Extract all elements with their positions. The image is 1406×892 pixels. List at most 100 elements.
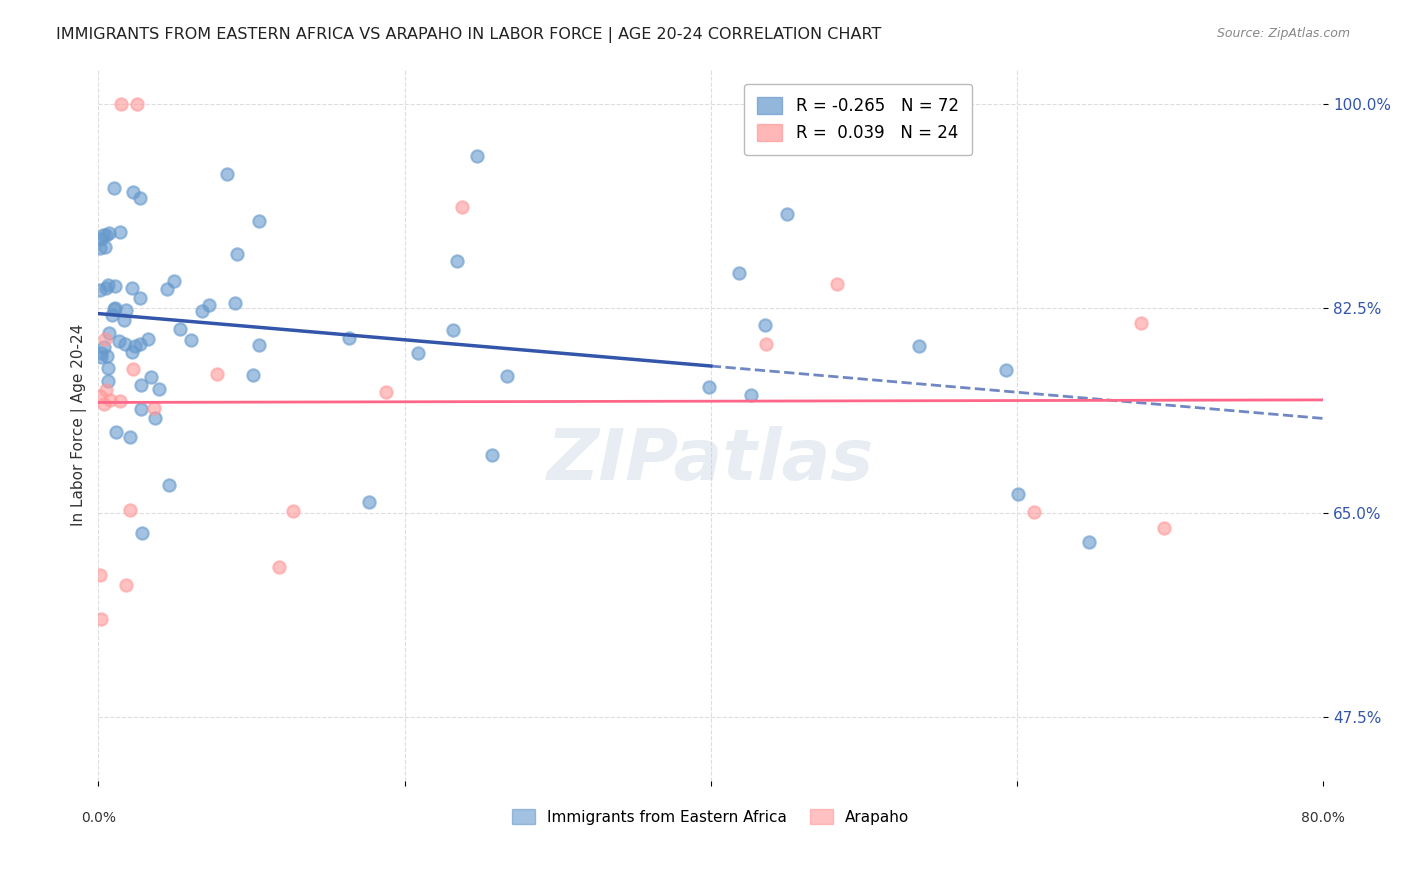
Immigrants from Eastern Africa (103, 301, 125, 316)
Arapaho (205, 367, 228, 381)
Arapaho (1024, 505, 1046, 519)
Immigrants from Eastern Africa (141, 370, 163, 384)
Arapaho (755, 336, 778, 351)
Arapaho (90, 611, 112, 625)
Immigrants from Eastern Africa (97, 360, 120, 375)
Immigrants from Eastern Africa (242, 368, 264, 382)
Arapaho (283, 504, 305, 518)
Immigrants from Eastern Africa (112, 313, 135, 327)
Immigrants from Eastern Africa (247, 214, 270, 228)
Arapaho (1153, 521, 1175, 535)
Immigrants from Eastern Africa (104, 279, 127, 293)
Immigrants from Eastern Africa (163, 274, 186, 288)
Immigrants from Eastern Africa (114, 336, 136, 351)
Immigrants from Eastern Africa (180, 333, 202, 347)
Immigrants from Eastern Africa (406, 345, 429, 359)
Immigrants from Eastern Africa (121, 345, 143, 359)
Arapaho (114, 577, 136, 591)
Text: IMMIGRANTS FROM EASTERN AFRICA VS ARAPAHO IN LABOR FORCE | AGE 20-24 CORRELATION: IMMIGRANTS FROM EASTERN AFRICA VS ARAPAH… (56, 27, 882, 43)
Immigrants from Eastern Africa (90, 350, 112, 364)
Arapaho (269, 560, 291, 574)
Arapaho (125, 96, 148, 111)
Arapaho (142, 401, 165, 416)
Text: 80.0%: 80.0% (1302, 811, 1346, 824)
Immigrants from Eastern Africa (217, 167, 239, 181)
Arapaho (93, 396, 115, 410)
Immigrants from Eastern Africa (446, 254, 468, 268)
Immigrants from Eastern Africa (728, 266, 751, 280)
Immigrants from Eastern Africa (143, 411, 166, 425)
Immigrants from Eastern Africa (754, 318, 776, 333)
Immigrants from Eastern Africa (97, 278, 120, 293)
Arapaho (1129, 316, 1152, 330)
Immigrants from Eastern Africa (495, 369, 517, 384)
Immigrants from Eastern Africa (118, 430, 141, 444)
Immigrants from Eastern Africa (104, 301, 127, 315)
Immigrants from Eastern Africa (337, 331, 360, 345)
Immigrants from Eastern Africa (115, 302, 138, 317)
Immigrants from Eastern Africa (247, 338, 270, 352)
Immigrants from Eastern Africa (89, 241, 111, 255)
Arapaho (825, 277, 848, 292)
Immigrants from Eastern Africa (108, 334, 131, 348)
Immigrants from Eastern Africa (98, 226, 121, 240)
Immigrants from Eastern Africa (129, 337, 152, 351)
Immigrants from Eastern Africa (96, 349, 118, 363)
Immigrants from Eastern Africa (197, 298, 219, 312)
Immigrants from Eastern Africa (101, 308, 124, 322)
Immigrants from Eastern Africa (225, 246, 247, 260)
Arapaho (450, 200, 472, 214)
Immigrants from Eastern Africa (156, 282, 179, 296)
Immigrants from Eastern Africa (124, 339, 146, 353)
Arapaho (89, 568, 111, 582)
Immigrants from Eastern Africa (121, 185, 143, 199)
Immigrants from Eastern Africa (131, 378, 153, 392)
Y-axis label: In Labor Force | Age 20-24: In Labor Force | Age 20-24 (72, 324, 87, 526)
Immigrants from Eastern Africa (224, 295, 246, 310)
Immigrants from Eastern Africa (136, 332, 159, 346)
Immigrants from Eastern Africa (90, 346, 112, 360)
Immigrants from Eastern Africa (90, 232, 112, 246)
Immigrants from Eastern Africa (129, 402, 152, 417)
Immigrants from Eastern Africa (94, 227, 117, 242)
Immigrants from Eastern Africa (995, 363, 1018, 377)
Immigrants from Eastern Africa (907, 339, 929, 353)
Immigrants from Eastern Africa (157, 477, 180, 491)
Immigrants from Eastern Africa (1007, 486, 1029, 500)
Text: ZIPatlas: ZIPatlas (547, 426, 875, 495)
Text: Source: ZipAtlas.com: Source: ZipAtlas.com (1216, 27, 1350, 40)
Arapaho (96, 383, 118, 397)
Immigrants from Eastern Africa (481, 448, 503, 462)
Arapaho (375, 385, 398, 400)
Arapaho (98, 393, 121, 408)
Arapaho (110, 394, 132, 409)
Arapaho (120, 502, 142, 516)
Immigrants from Eastern Africa (103, 180, 125, 194)
Immigrants from Eastern Africa (697, 379, 720, 393)
Immigrants from Eastern Africa (91, 228, 114, 243)
Immigrants from Eastern Africa (129, 291, 152, 305)
Arapaho (122, 362, 145, 376)
Immigrants from Eastern Africa (1077, 535, 1099, 549)
Immigrants from Eastern Africa (94, 281, 117, 295)
Immigrants from Eastern Africa (357, 495, 380, 509)
Immigrants from Eastern Africa (104, 425, 127, 439)
Immigrants from Eastern Africa (467, 149, 489, 163)
Immigrants from Eastern Africa (121, 281, 143, 295)
Immigrants from Eastern Africa (94, 240, 117, 254)
Immigrants from Eastern Africa (97, 374, 120, 388)
Immigrants from Eastern Africa (148, 383, 170, 397)
Immigrants from Eastern Africa (441, 323, 464, 337)
Arapaho (89, 389, 111, 403)
Immigrants from Eastern Africa (89, 283, 111, 297)
Immigrants from Eastern Africa (128, 191, 150, 205)
Legend: R = -0.265   N = 72, R =  0.039   N = 24: R = -0.265 N = 72, R = 0.039 N = 24 (744, 84, 972, 155)
Immigrants from Eastern Africa (93, 340, 115, 354)
Immigrants from Eastern Africa (191, 304, 214, 318)
Immigrants from Eastern Africa (776, 206, 799, 220)
Text: 0.0%: 0.0% (82, 811, 115, 824)
Immigrants from Eastern Africa (108, 225, 131, 239)
Immigrants from Eastern Africa (97, 326, 120, 340)
Immigrants from Eastern Africa (131, 526, 153, 541)
Arapaho (93, 332, 115, 346)
